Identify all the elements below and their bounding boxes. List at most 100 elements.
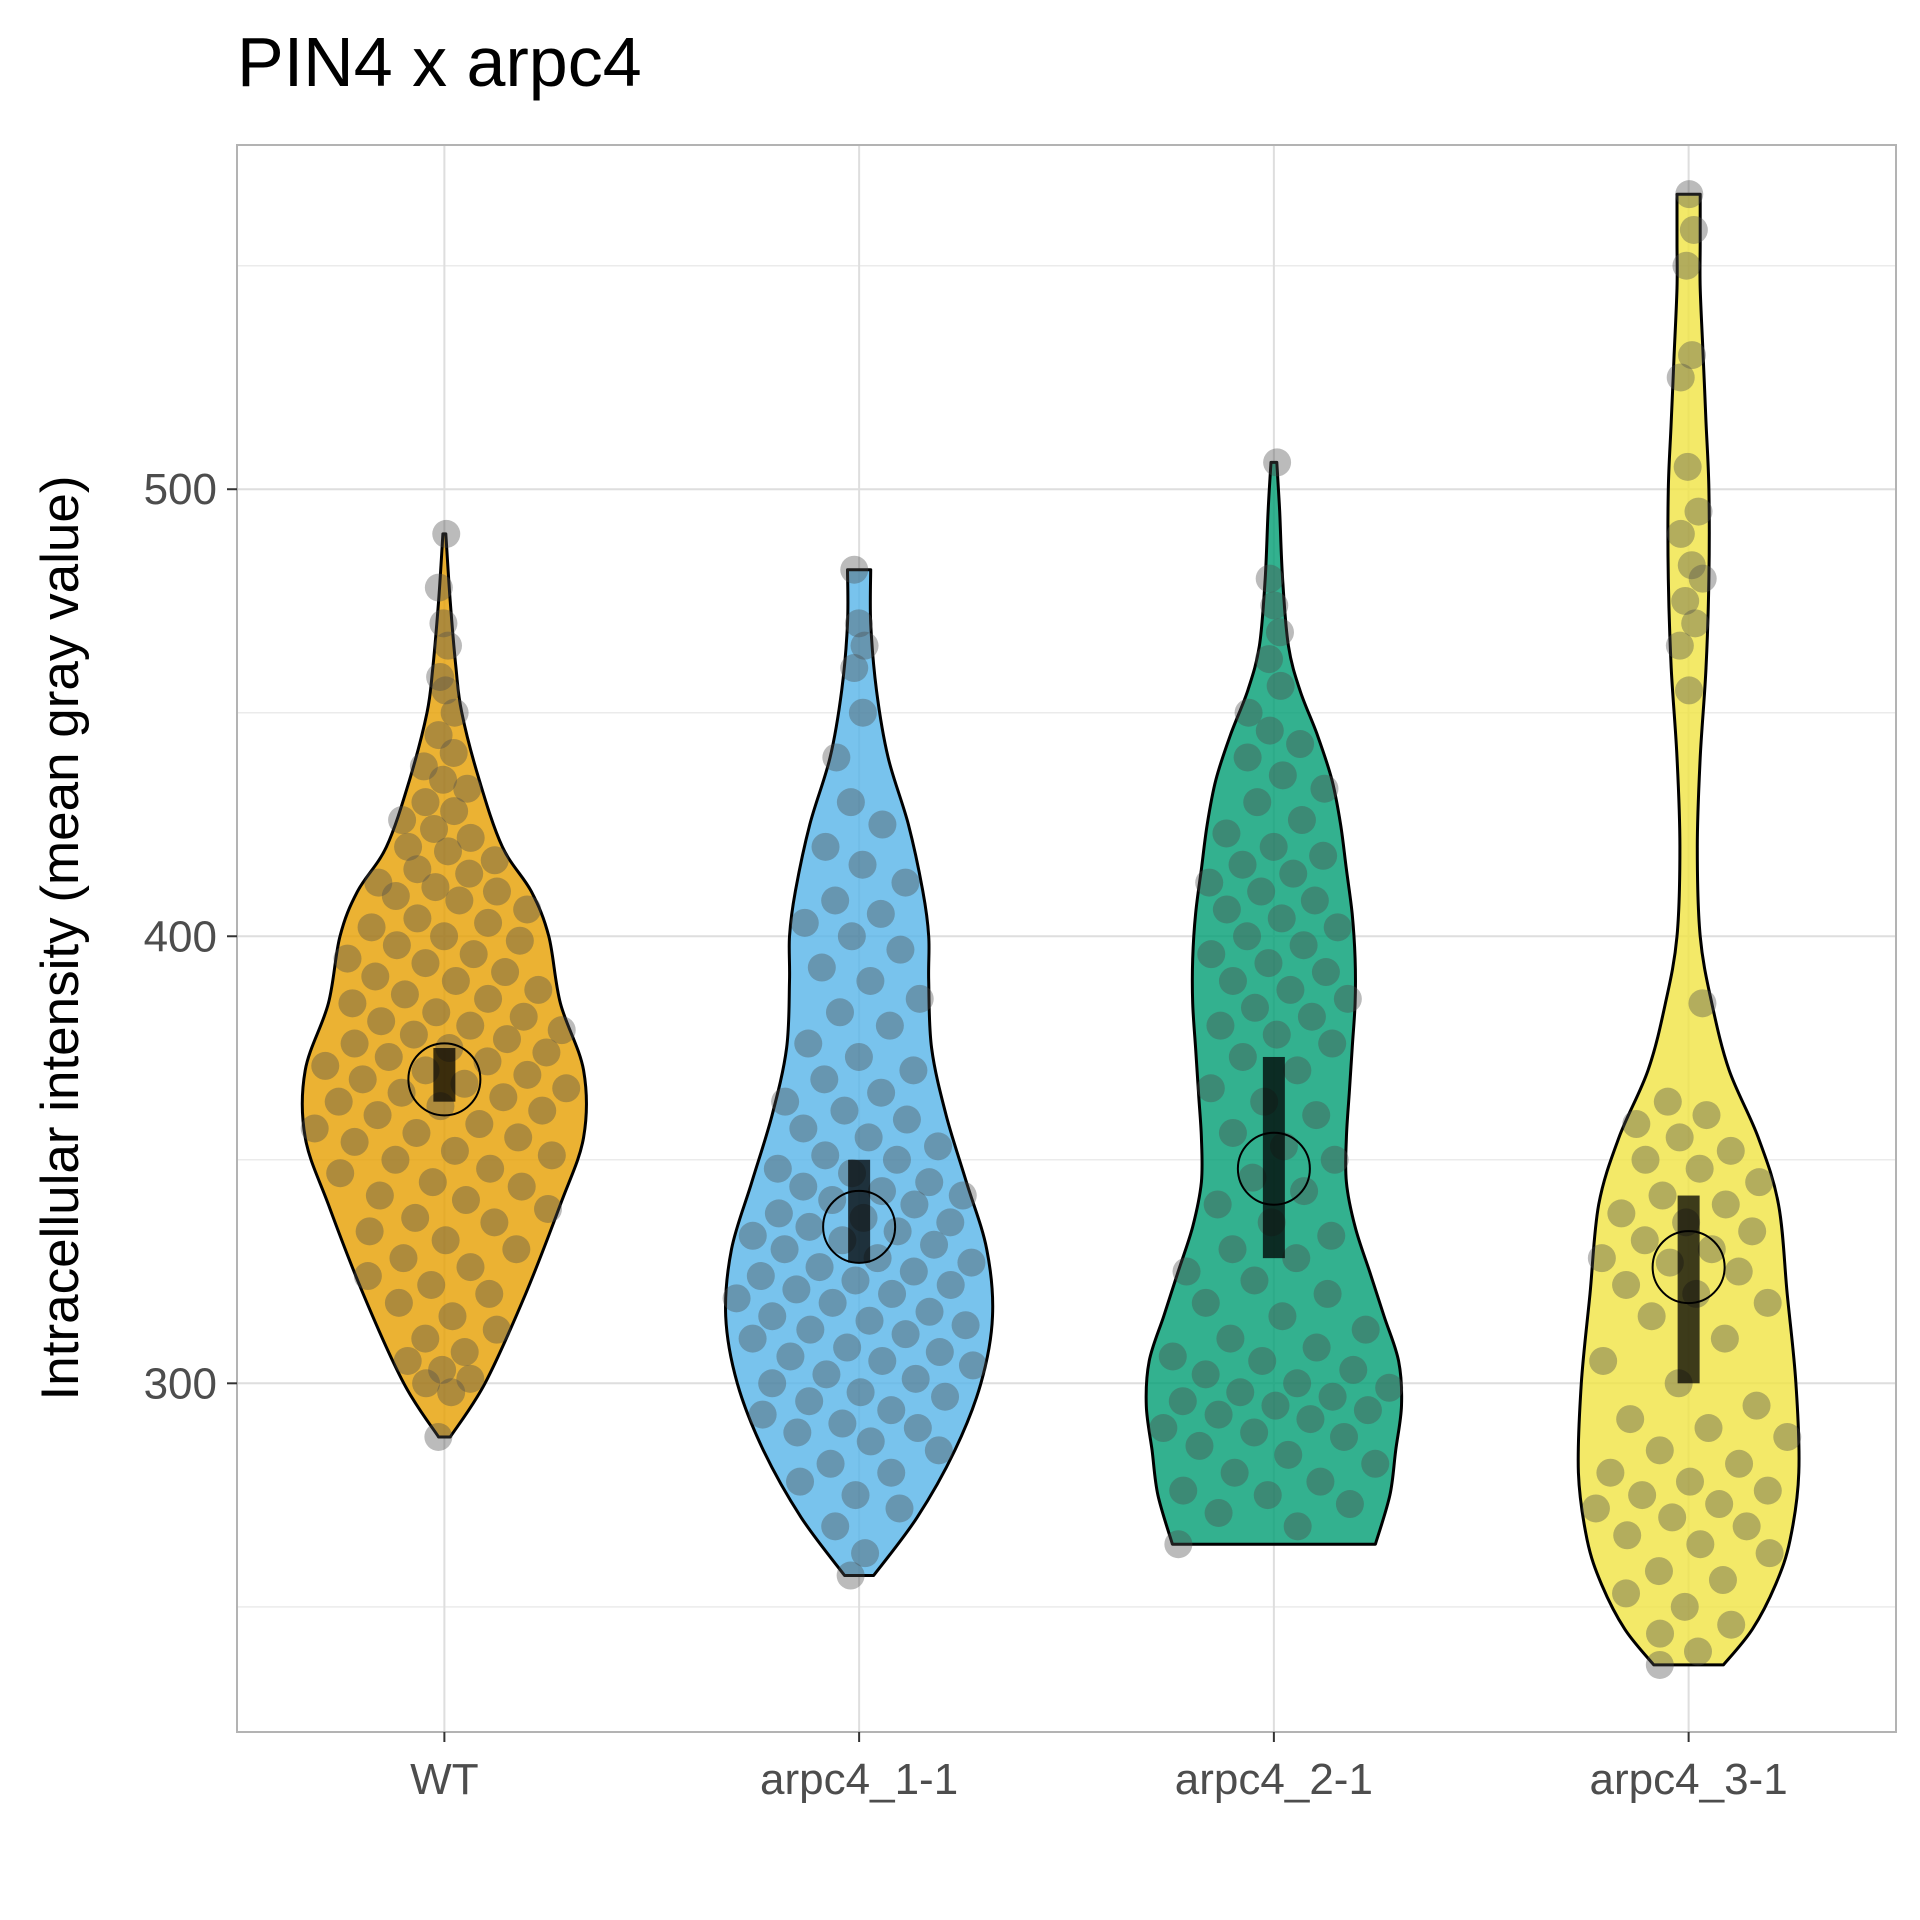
data-point-arpc4_1-1-76 bbox=[905, 984, 934, 1013]
violin-arpc4_1-1 bbox=[724, 568, 995, 1577]
y-tick-label-500: 500 bbox=[144, 465, 217, 514]
data-point-arpc4_3-1-49 bbox=[1653, 1087, 1682, 1116]
data-point-arpc4_2-1-59 bbox=[1254, 949, 1283, 978]
data-point-arpc4_2-1-27 bbox=[1302, 1333, 1331, 1362]
data-point-arpc4_1-1-34 bbox=[722, 1284, 751, 1313]
data-point-arpc4_1-1-11 bbox=[903, 1414, 932, 1443]
data-point-WT-31 bbox=[340, 1127, 369, 1156]
data-point-arpc4_2-1-17 bbox=[1261, 1391, 1290, 1420]
data-point-arpc4_1-1-8 bbox=[924, 1436, 953, 1465]
data-point-arpc4_3-1-33 bbox=[1655, 1248, 1684, 1277]
data-point-arpc4_3-1-13 bbox=[1581, 1494, 1610, 1523]
data-point-arpc4_2-1-41 bbox=[1238, 1163, 1267, 1192]
data-point-WT-87 bbox=[456, 823, 485, 852]
data-point-arpc4_3-1-46 bbox=[1665, 1123, 1694, 1152]
data-point-arpc4_2-1-70 bbox=[1228, 850, 1257, 879]
data-point-arpc4_2-1-82 bbox=[1266, 671, 1295, 700]
data-point-arpc4_2-1-78 bbox=[1233, 743, 1262, 772]
data-point-arpc4_2-1-69 bbox=[1279, 859, 1308, 888]
panel-border bbox=[236, 144, 1897, 1733]
data-point-arpc4_1-1-90 bbox=[848, 698, 877, 727]
y-axis-ticks: 300 400 500 bbox=[144, 465, 237, 1408]
data-point-arpc4_2-1-0 bbox=[1164, 1530, 1193, 1559]
data-point-WT-69 bbox=[459, 940, 488, 969]
data-point-WT-15 bbox=[389, 1244, 418, 1273]
data-point-arpc4_1-1-21 bbox=[958, 1351, 987, 1380]
data-point-arpc4_2-1-19 bbox=[1318, 1382, 1347, 1411]
data-point-arpc4_2-1-24 bbox=[1339, 1355, 1368, 1384]
data-point-arpc4_1-1-74 bbox=[875, 1011, 904, 1040]
data-point-arpc4_2-1-1 bbox=[1283, 1512, 1312, 1541]
data-point-arpc4_3-1-3 bbox=[1717, 1610, 1746, 1639]
data-point-arpc4_2-1-65 bbox=[1212, 895, 1241, 924]
data-point-arpc4_2-1-62 bbox=[1233, 922, 1262, 951]
data-point-arpc4_1-1-12 bbox=[828, 1409, 857, 1438]
data-point-WT-0 bbox=[424, 1422, 453, 1451]
data-point-arpc4_2-1-87 bbox=[1263, 448, 1292, 477]
data-point-arpc4_1-1-10 bbox=[783, 1418, 812, 1447]
data-point-WT-48 bbox=[473, 1047, 502, 1076]
data-point-WT-53 bbox=[492, 1025, 521, 1054]
data-point-arpc4_2-1-15 bbox=[1204, 1400, 1233, 1429]
data-point-WT-67 bbox=[411, 949, 440, 978]
data-point-WT-59 bbox=[422, 998, 451, 1027]
data-point-arpc4_2-1-10 bbox=[1185, 1431, 1214, 1460]
data-point-arpc4_1-1-32 bbox=[915, 1297, 944, 1326]
ci-bar-WT bbox=[433, 1048, 456, 1102]
data-point-arpc4_3-1-24 bbox=[1742, 1391, 1771, 1420]
data-point-WT-83 bbox=[403, 855, 432, 884]
data-point-arpc4_1-1-91 bbox=[840, 654, 869, 683]
data-point-arpc4_3-1-60 bbox=[1666, 363, 1695, 392]
data-point-arpc4_3-1-64 bbox=[1675, 180, 1704, 209]
data-point-WT-43 bbox=[450, 1069, 479, 1098]
data-point-WT-86 bbox=[394, 832, 423, 861]
data-point-WT-3 bbox=[456, 1364, 485, 1393]
data-point-WT-101 bbox=[429, 609, 458, 638]
data-point-arpc4_2-1-8 bbox=[1361, 1449, 1390, 1478]
data-point-WT-19 bbox=[480, 1208, 509, 1237]
data-point-arpc4_2-1-12 bbox=[1240, 1418, 1269, 1447]
data-point-WT-45 bbox=[513, 1060, 542, 1089]
chart-title: PIN4 x arpc4 bbox=[237, 23, 642, 101]
data-point-WT-63 bbox=[524, 975, 553, 1004]
x-tick-label-WT: WT bbox=[410, 1755, 478, 1804]
data-point-arpc4_1-1-69 bbox=[867, 1078, 896, 1107]
data-point-arpc4_1-1-47 bbox=[738, 1221, 767, 1250]
data-point-arpc4_1-1-66 bbox=[892, 1105, 921, 1134]
data-point-arpc4_3-1-5 bbox=[1612, 1579, 1641, 1608]
data-point-arpc4_3-1-15 bbox=[1628, 1481, 1657, 1510]
data-point-arpc4_1-1-79 bbox=[886, 935, 915, 964]
data-point-arpc4_2-1-21 bbox=[1375, 1373, 1404, 1402]
data-point-arpc4_3-1-9 bbox=[1686, 1530, 1715, 1559]
data-point-WT-9 bbox=[438, 1302, 467, 1331]
data-point-arpc4_3-1-23 bbox=[1616, 1405, 1645, 1434]
data-point-arpc4_2-1-76 bbox=[1310, 774, 1339, 803]
data-point-arpc4_1-1-31 bbox=[758, 1302, 787, 1331]
data-point-arpc4_1-1-44 bbox=[770, 1235, 799, 1264]
data-point-arpc4_1-1-84 bbox=[891, 868, 920, 897]
data-point-arpc4_2-1-75 bbox=[1243, 788, 1272, 817]
data-point-WT-70 bbox=[382, 931, 411, 960]
data-point-WT-56 bbox=[456, 1011, 485, 1040]
data-point-arpc4_1-1-14 bbox=[877, 1396, 906, 1425]
data-point-arpc4_3-1-51 bbox=[1675, 676, 1704, 705]
data-point-WT-95 bbox=[439, 738, 468, 767]
data-point-WT-12 bbox=[417, 1270, 446, 1299]
data-point-WT-23 bbox=[365, 1181, 394, 1210]
data-point-WT-82 bbox=[455, 859, 484, 888]
data-point-arpc4_3-1-18 bbox=[1596, 1458, 1625, 1487]
data-point-WT-84 bbox=[480, 846, 509, 875]
data-point-WT-61 bbox=[474, 984, 503, 1013]
data-point-WT-39 bbox=[324, 1087, 353, 1116]
data-point-arpc4_1-1-52 bbox=[764, 1199, 793, 1228]
data-point-arpc4_3-1-28 bbox=[1637, 1302, 1666, 1331]
data-point-arpc4_1-1-92 bbox=[850, 631, 879, 660]
data-point-WT-96 bbox=[424, 721, 453, 750]
data-point-arpc4_1-1-28 bbox=[796, 1315, 825, 1344]
data-point-arpc4_1-1-82 bbox=[866, 899, 895, 928]
data-point-arpc4_2-1-34 bbox=[1172, 1257, 1201, 1286]
data-point-arpc4_1-1-53 bbox=[900, 1190, 929, 1219]
data-point-arpc4_2-1-32 bbox=[1313, 1279, 1342, 1308]
data-point-arpc4_3-1-1 bbox=[1683, 1637, 1712, 1666]
